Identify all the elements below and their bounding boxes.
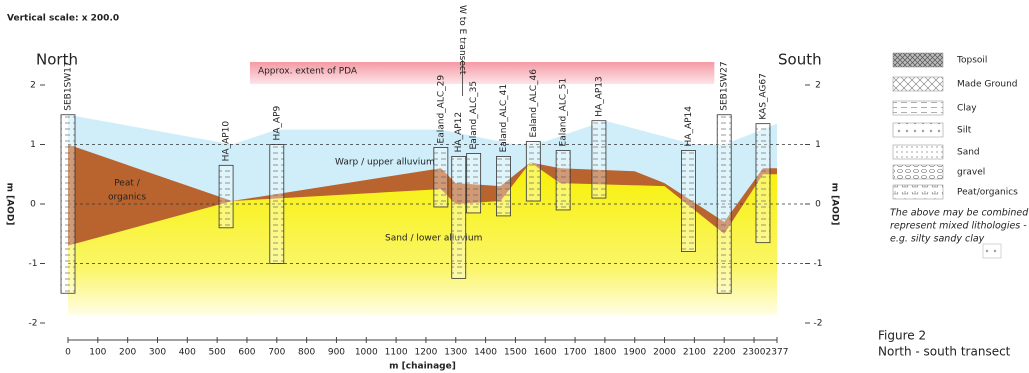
borehole-label: KAS_AG67	[758, 73, 768, 120]
x-tick-label: 2300	[743, 348, 766, 358]
legend-swatch	[893, 145, 943, 159]
x-tick-label: 800	[298, 348, 315, 358]
x-axis-label: m [chainage]	[389, 362, 456, 372]
x-tick-label: 600	[238, 348, 255, 358]
x-tick-label: 300	[149, 348, 166, 358]
y-axis-label: m [AOD]	[830, 183, 840, 226]
borehole	[681, 150, 695, 251]
y-tick-label: 0	[30, 200, 36, 210]
x-tick-label: 700	[268, 348, 285, 358]
borehole	[496, 156, 510, 216]
borehole-label: HA_AP13	[594, 76, 604, 116]
x-tick-label: 400	[179, 348, 196, 358]
borehole-label: SEB1SW27	[720, 61, 730, 110]
x-tick-label: 200	[119, 348, 136, 358]
x-tick-label: 2100	[683, 348, 706, 358]
x-tick-label: 2000	[653, 348, 676, 358]
borehole-label: SEB1SW17	[64, 61, 74, 110]
y-tick-label: 1	[30, 140, 36, 150]
borehole	[756, 124, 770, 243]
borehole-label: Ealand_ALC_46	[529, 69, 539, 138]
y-tick-label: -1	[814, 259, 823, 269]
borehole-label: Ealand_ALC_41	[499, 84, 509, 153]
y-tick-label: 0	[815, 200, 821, 210]
x-tick-label: 1100	[385, 348, 408, 358]
x-tick-label: 1300	[444, 348, 467, 358]
figure-number: Figure 2	[878, 329, 926, 343]
borehole-label: HA_AP14	[684, 106, 694, 147]
borehole	[452, 156, 466, 278]
legend-label: gravel	[957, 168, 985, 178]
legend-swatch	[893, 185, 943, 199]
borehole	[556, 150, 570, 210]
borehole	[467, 153, 481, 213]
legend-swatch	[893, 101, 943, 115]
transect-diagram: Vertical scale: x 200.0NorthSouthApprox.…	[0, 0, 1029, 373]
borehole-label: HA_AP12	[454, 112, 464, 152]
borehole	[219, 165, 233, 227]
borehole	[434, 147, 448, 207]
x-tick-label: 1000	[355, 348, 378, 358]
x-tick-label: 1700	[564, 348, 587, 358]
x-tick-label: 500	[209, 348, 226, 358]
x-tick-label: 1900	[623, 348, 646, 358]
legend-swatch	[893, 123, 943, 137]
layer-label: Sand / lower alluvium	[385, 234, 482, 244]
x-tick-label: 2377	[766, 348, 789, 358]
y-tick-label: -1	[29, 259, 38, 269]
borehole	[270, 145, 284, 264]
legend-label: Sand	[957, 148, 980, 158]
x-tick-label: 1200	[414, 348, 437, 358]
borehole-label: Ealand_ALC_35	[469, 81, 479, 150]
legend-label: Clay	[957, 104, 977, 114]
x-tick-label: 2200	[713, 348, 736, 358]
y-tick-label: -2	[814, 319, 823, 329]
legend-label: Topsoil	[956, 56, 987, 66]
borehole-label: HA_AP9	[272, 105, 282, 140]
borehole	[526, 142, 540, 202]
legend-note: represent mixed lithologies -	[890, 221, 1027, 232]
legend-note: The above may be combined to	[890, 208, 1029, 219]
layer-label: organics	[108, 193, 146, 203]
layer-label: Peat /	[114, 179, 141, 189]
legend-swatch	[893, 165, 943, 179]
x-tick-label: 0	[65, 348, 71, 358]
y-axis-label: m [AOD]	[5, 183, 15, 226]
borehole	[717, 115, 731, 294]
x-tick-label: 1600	[534, 348, 557, 358]
borehole	[61, 115, 75, 294]
borehole-label: HA_AP10	[222, 121, 232, 162]
scale-note: Vertical scale: x 200.0	[7, 14, 119, 24]
legend-example	[983, 244, 1001, 258]
y-tick-label: 2	[815, 81, 821, 91]
y-tick-label: 2	[30, 81, 36, 91]
borehole	[592, 121, 606, 198]
legend-label: Silt	[957, 126, 972, 136]
legend-label: Made Ground	[957, 80, 1018, 90]
transect-label: W to E transect	[457, 5, 467, 75]
legend-note: e.g. silty sandy clay	[890, 234, 985, 245]
pda-label: Approx. extent of PDA	[258, 67, 358, 77]
x-tick-label: 900	[328, 348, 345, 358]
x-tick-label: 1500	[504, 348, 527, 358]
borehole-label: Ealand_ALC_29	[436, 75, 446, 144]
legend-label: Peat/organics	[957, 188, 1018, 198]
south-label: South	[778, 51, 822, 69]
figure-caption: North - south transect	[878, 345, 1011, 359]
borehole-label: Ealand_ALC_51	[559, 78, 569, 147]
layer-label: Warp / upper alluvium	[335, 158, 435, 168]
x-tick-label: 1400	[474, 348, 497, 358]
legend-swatch	[893, 53, 943, 67]
x-tick-label: 100	[89, 348, 106, 358]
legend-swatch	[893, 77, 943, 91]
y-tick-label: 1	[815, 140, 821, 150]
x-tick-label: 1800	[593, 348, 616, 358]
y-tick-label: -2	[29, 319, 38, 329]
